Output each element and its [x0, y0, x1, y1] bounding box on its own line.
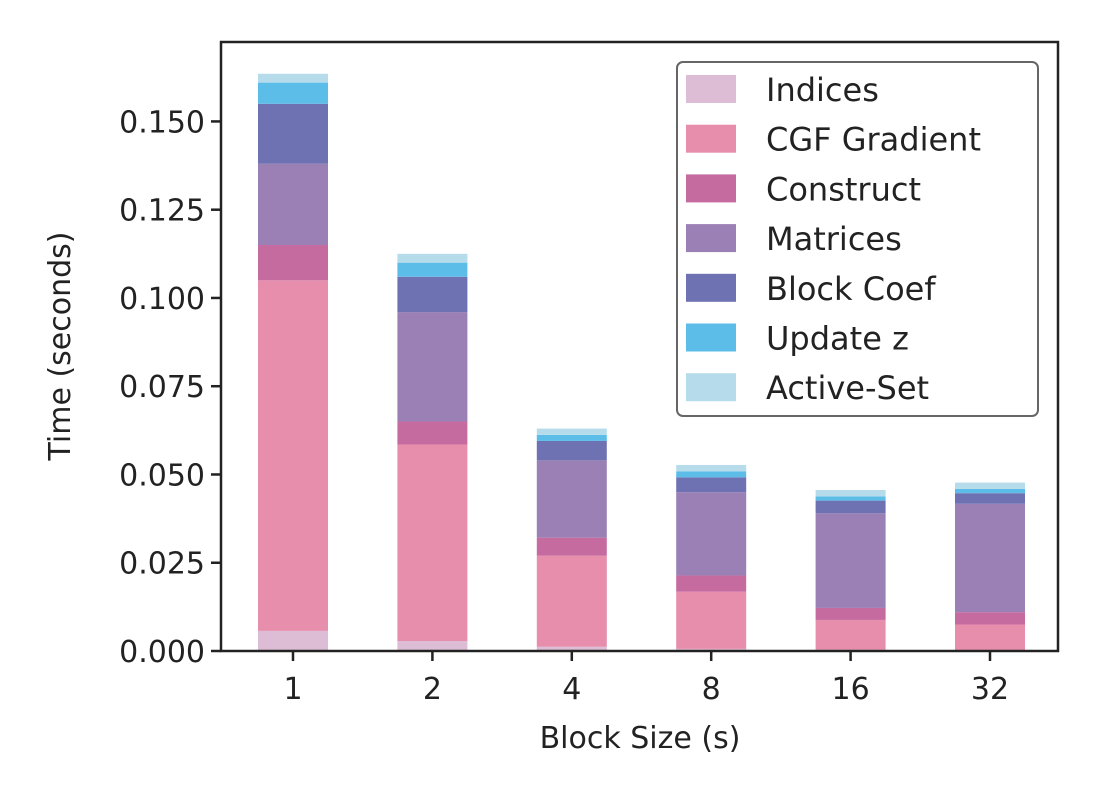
bar-segment-active-set-4 [536, 428, 607, 435]
x-tick-label: 4 [562, 672, 581, 707]
bar-segment-active-set-16 [815, 490, 886, 497]
y-tick-label: 0.075 [119, 370, 205, 405]
bar-segment-cgf-gradient-8 [676, 591, 747, 649]
y-tick-label: 0.025 [119, 547, 205, 582]
x-tick-label: 8 [702, 672, 721, 707]
bar-segment-construct-2 [397, 421, 468, 445]
bar-segment-matrices-1 [258, 163, 328, 245]
bar-segment-cgf-gradient-4 [536, 555, 607, 647]
bar-segment-indices-1 [258, 630, 328, 651]
bar-segment-indices-4 [536, 646, 607, 651]
legend-swatch [686, 273, 736, 302]
legend-label: Construct [766, 170, 921, 208]
bar-segment-construct-16 [815, 607, 886, 620]
bar-segment-matrices-2 [397, 312, 468, 422]
bar-segment-update-z-2 [397, 262, 468, 277]
y-tick-label: 0.050 [119, 458, 205, 493]
y-tick-label: 0.150 [119, 105, 205, 140]
x-tick-label: 16 [832, 672, 870, 707]
bar-segment-construct-1 [258, 245, 328, 281]
bar-segment-matrices-32 [955, 503, 1025, 613]
y-axis-title: Time (seconds) [43, 232, 78, 462]
bar-segment-update-z-1 [258, 82, 328, 104]
bar-segment-block-coef-2 [397, 276, 468, 313]
bar-segment-matrices-16 [815, 513, 886, 608]
bar-segment-block-coef-8 [676, 477, 747, 493]
bar-segment-cgf-gradient-1 [258, 280, 328, 631]
bar-segment-construct-8 [676, 575, 747, 592]
legend-label: Block Coef [766, 270, 936, 308]
x-axis-ticks: 1 2 4 8 16 32 [283, 651, 1009, 707]
bar-segment-cgf-gradient-32 [955, 624, 1025, 650]
bar-segment-construct-32 [955, 612, 1025, 625]
legend-label: Indices [766, 71, 879, 109]
legend-swatch [686, 174, 736, 203]
bar-segment-block-coef-16 [815, 500, 886, 514]
bar-segment-update-z-8 [676, 471, 747, 478]
bar-segment-active-set-8 [676, 464, 747, 472]
x-axis-title: Block Size (s) [540, 721, 741, 756]
legend-swatch [686, 373, 736, 402]
y-tick-label: 0.100 [119, 282, 205, 317]
bar-segment-matrices-4 [536, 460, 607, 538]
legend-frame [676, 61, 1039, 417]
bar-segment-matrices-8 [676, 492, 747, 576]
x-tick-label: 2 [423, 672, 442, 707]
legend-swatch [686, 124, 736, 153]
legend-swatch [686, 75, 736, 103]
bar-segment-active-set-2 [397, 253, 468, 263]
bar-segment-block-coef-1 [258, 103, 328, 164]
legend-label: Update z [766, 320, 909, 358]
legend: Indices CGF Gradient Construct Matrices Bloc… [676, 61, 1039, 417]
y-axis-ticks: 0.000 0.025 0.050 0.075 0.100 0.125 0.150 [119, 105, 221, 670]
bar-segment-indices-2 [397, 641, 468, 651]
legend-label: Matrices [766, 220, 902, 258]
bar-segment-active-set-32 [955, 482, 1025, 489]
bar-segment-active-set-1 [258, 73, 328, 83]
bar-segment-construct-4 [536, 537, 607, 556]
bar-segment-block-coef-32 [955, 493, 1025, 504]
bar-segment-update-z-16 [815, 496, 886, 501]
legend-items: Indices CGF Gradient Construct Matrices Bloc… [686, 71, 981, 407]
x-tick-label: 32 [971, 672, 1009, 707]
bar-segment-block-coef-4 [536, 440, 607, 461]
legend-swatch [686, 224, 736, 253]
legend-label: Active-Set [766, 369, 929, 407]
x-tick-label: 1 [283, 672, 302, 707]
bar-segment-update-z-4 [536, 434, 607, 441]
bar-segment-cgf-gradient-2 [397, 444, 468, 642]
legend-swatch [686, 323, 736, 352]
bars-group [258, 73, 1025, 651]
legend-label: CGF Gradient [766, 121, 981, 159]
bar-segment-update-z-32 [955, 488, 1025, 494]
y-tick-label: 0.000 [119, 635, 205, 670]
bar-segment-cgf-gradient-16 [815, 619, 886, 650]
y-tick-label: 0.125 [119, 194, 205, 229]
plot-frame [219, 40, 1060, 653]
